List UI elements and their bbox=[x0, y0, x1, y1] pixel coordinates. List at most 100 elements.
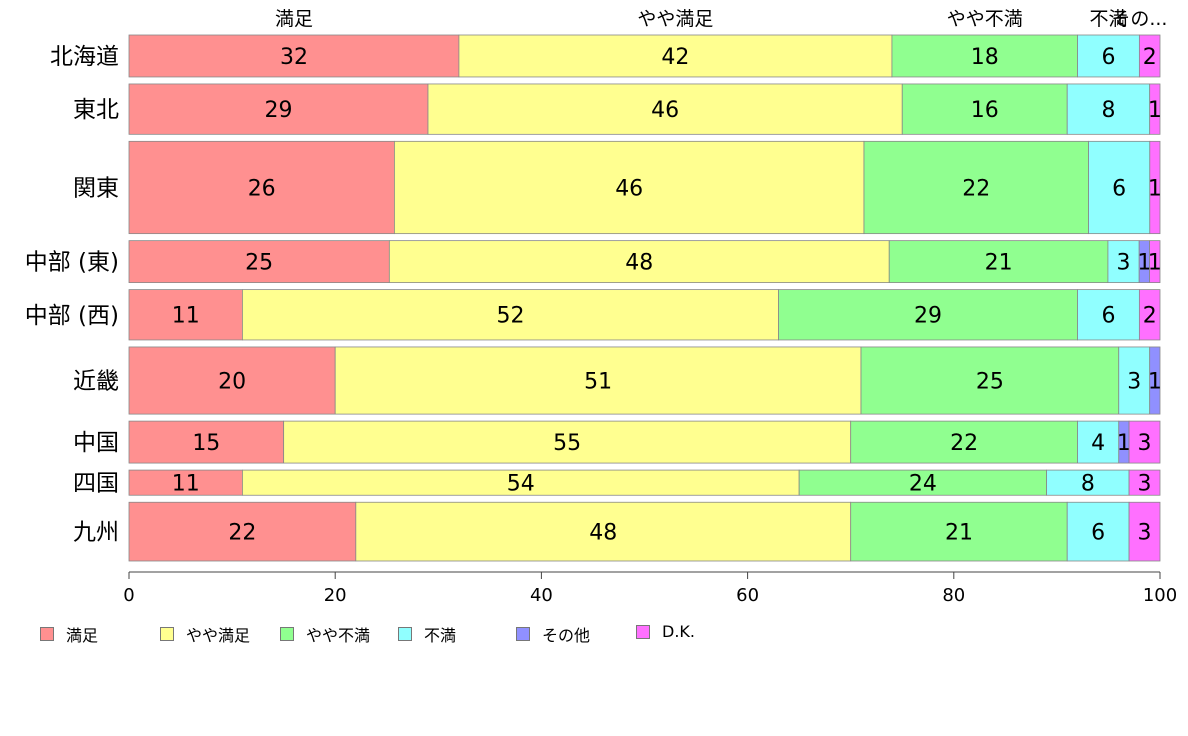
legend-item: やや満足 bbox=[160, 622, 250, 646]
data-label: 3 bbox=[1138, 431, 1152, 456]
data-label: 1 bbox=[1117, 431, 1131, 456]
data-label: 16 bbox=[971, 98, 999, 123]
bar-segment bbox=[128, 289, 243, 341]
bar-segment bbox=[1066, 501, 1130, 562]
bar-segment bbox=[901, 83, 1068, 135]
bar-segment bbox=[355, 501, 852, 562]
legend-item: やや不満 bbox=[280, 622, 370, 646]
bar-segment bbox=[1138, 34, 1161, 78]
legend-label: やや満足 bbox=[186, 626, 251, 645]
data-label: 22 bbox=[962, 176, 990, 201]
x-tick-label: 0 bbox=[123, 585, 134, 606]
data-label: 1 bbox=[1148, 251, 1162, 276]
data-label: 46 bbox=[615, 176, 643, 201]
data-label: 1 bbox=[1148, 98, 1162, 123]
data-label: 3 bbox=[1138, 472, 1152, 497]
bar-segment bbox=[128, 501, 357, 562]
bar-segment bbox=[1149, 83, 1161, 135]
y-tick-label: 東北 bbox=[73, 97, 119, 123]
bar-segment bbox=[888, 240, 1109, 284]
data-label: 3 bbox=[1117, 251, 1131, 276]
x-axis: 0 20 40 60 80 100 bbox=[123, 571, 1177, 606]
bar-segment bbox=[128, 140, 395, 235]
bar-segment bbox=[798, 469, 1047, 496]
x-tick-label: 40 bbox=[530, 585, 553, 606]
data-label: 6 bbox=[1112, 176, 1126, 201]
data-label: 1 bbox=[1137, 251, 1151, 276]
bar-segment bbox=[128, 240, 390, 284]
y-tick-label: 中部 (西) bbox=[25, 303, 119, 329]
y-tick-label: 九州 bbox=[73, 520, 119, 546]
legend-swatch bbox=[40, 627, 54, 641]
bar-segment bbox=[860, 346, 1120, 415]
legend-label: 満足 bbox=[66, 626, 99, 645]
top-category-label: 不満 bbox=[1089, 8, 1127, 30]
data-label: 2 bbox=[1143, 45, 1157, 70]
legend-label: やや不満 bbox=[306, 626, 371, 645]
data-label: 52 bbox=[496, 304, 524, 329]
bar-segment bbox=[458, 34, 893, 78]
legend-item: 満足 bbox=[40, 622, 98, 646]
x-tick-label: 80 bbox=[942, 585, 965, 606]
legend-item: その他 bbox=[516, 622, 590, 646]
bar-segment bbox=[778, 289, 1078, 341]
bar-segment bbox=[1149, 240, 1161, 284]
data-label: 22 bbox=[950, 431, 978, 456]
data-label: 20 bbox=[218, 369, 246, 394]
legend-label: その他 bbox=[542, 626, 591, 645]
data-label: 55 bbox=[553, 431, 581, 456]
legend: 満足 やや満足 やや不満 不満 その他 D.K. bbox=[28, 622, 1128, 646]
legend-label: 不満 bbox=[424, 626, 457, 645]
x-tick-label: 60 bbox=[736, 585, 759, 606]
data-label: 24 bbox=[909, 472, 937, 497]
bar-segment bbox=[242, 289, 779, 341]
data-label: 8 bbox=[1081, 472, 1095, 497]
bar-segment bbox=[128, 34, 460, 78]
data-label: 29 bbox=[914, 304, 942, 329]
data-label: 1 bbox=[1148, 176, 1162, 201]
data-label: 8 bbox=[1101, 98, 1115, 123]
y-tick-label: 近畿 bbox=[73, 369, 119, 395]
data-label: 22 bbox=[228, 521, 256, 546]
bar-segment bbox=[1149, 140, 1161, 235]
legend-swatch bbox=[398, 627, 412, 641]
legend-item: D.K. bbox=[636, 622, 695, 641]
data-label: 21 bbox=[945, 521, 973, 546]
bar-segment bbox=[388, 240, 890, 284]
y-tick-label: 北海道 bbox=[50, 44, 119, 70]
data-label: 6 bbox=[1101, 45, 1115, 70]
data-label: 42 bbox=[661, 45, 689, 70]
bar-segment bbox=[394, 140, 865, 235]
data-label: 26 bbox=[248, 176, 276, 201]
data-label: 48 bbox=[625, 251, 653, 276]
top-category-label: その... bbox=[1111, 8, 1167, 30]
bar-segment bbox=[1077, 289, 1140, 341]
top-category-label: 満足 bbox=[275, 8, 313, 30]
top-category-labels: 満足 やや満足 やや不満 不満その... bbox=[275, 8, 1167, 30]
x-tick-label: 20 bbox=[324, 585, 347, 606]
legend-label: D.K. bbox=[662, 622, 695, 641]
data-label: 25 bbox=[976, 369, 1004, 394]
legend-swatch bbox=[636, 624, 650, 639]
top-category-label: やや不満 bbox=[947, 8, 1023, 30]
data-label: 6 bbox=[1101, 304, 1115, 329]
bar-segment bbox=[128, 83, 429, 135]
data-label: 2 bbox=[1143, 304, 1157, 329]
bar-segment bbox=[334, 346, 862, 415]
bar-segment bbox=[850, 501, 1068, 562]
data-label: 48 bbox=[589, 521, 617, 546]
data-label: 18 bbox=[971, 45, 999, 70]
data-label: 11 bbox=[172, 304, 200, 329]
bar-segment bbox=[1118, 346, 1151, 415]
data-label: 29 bbox=[264, 98, 292, 123]
data-label: 1 bbox=[1148, 369, 1162, 394]
bar-segment bbox=[891, 34, 1078, 78]
data-label: 25 bbox=[245, 251, 273, 276]
legend-item: 不満 bbox=[398, 622, 456, 646]
y-tick-label: 四国 bbox=[73, 471, 119, 497]
top-category-label: やや満足 bbox=[637, 8, 713, 30]
data-label: 21 bbox=[985, 251, 1013, 276]
